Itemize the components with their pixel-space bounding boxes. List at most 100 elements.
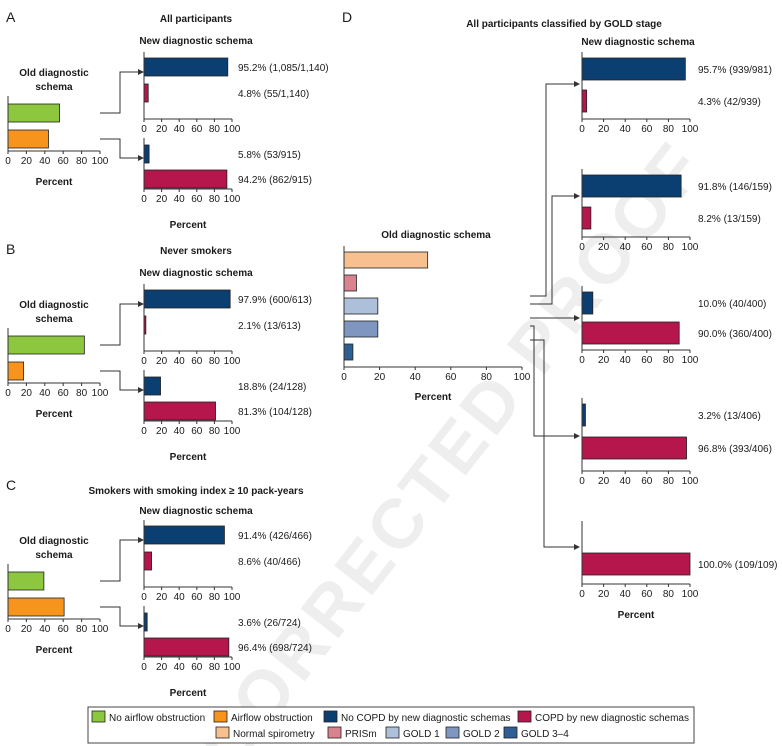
panel-d-new-label-4-no-copd: 3.2% (13/406): [698, 411, 761, 422]
legend-label-gold2: GOLD 2: [463, 729, 500, 740]
panel-c-new-bar-2-copd: [143, 637, 230, 657]
legend-swatch-gold34: [503, 726, 518, 739]
panel-c-connector-2: [100, 606, 138, 627]
panel-d-new-bar-3-copd: [581, 321, 680, 345]
panel-a-connector-2: [100, 138, 138, 159]
panel-d-old-bar-gold2: [343, 320, 379, 338]
panel-c-new2-tick-label: 40: [174, 662, 186, 673]
legend-swatch-copd_new: [517, 710, 532, 723]
panel-c-letter: C: [6, 477, 16, 493]
panel-c-new-label-2-copd: 96.4% (698/724): [238, 643, 312, 654]
panel-a-new2-tick-label: 20: [156, 194, 168, 205]
panel-a-new1-tick-label: 100: [224, 124, 241, 135]
legend-label-no_obstruction: No airflow obstruction: [109, 713, 205, 724]
panel-d-new-label-2-copd: 8.2% (13/159): [698, 214, 761, 225]
panel-b-old-bar-obstruction: [7, 361, 25, 381]
panel-d-new-bar-3-no-copd: [581, 291, 594, 315]
panel-b-new2-tick-label: 60: [191, 426, 203, 437]
panel-a-new1-tick-label: 20: [156, 124, 168, 135]
panel-d-new2-tick-label: 0: [579, 242, 585, 253]
panel-a-old-tick-label: 100: [92, 156, 109, 167]
panel-d-new-bar-4-copd: [581, 436, 687, 460]
panel-c-new-label-1-no-copd: 91.4% (426/466): [238, 531, 312, 542]
panel-d-connector-2: [530, 195, 574, 305]
panel-c-new-bar-1-no-copd: [143, 525, 225, 545]
panel-d-new5-tick-label: 0: [579, 589, 585, 600]
panel-d-new3-tick-label: 80: [663, 355, 675, 366]
panel-c-new1-tick-label: 60: [191, 592, 203, 603]
panel-d-new3-tick-label: 20: [598, 355, 610, 366]
panel-b-new1-tick-label: 40: [174, 356, 186, 367]
panel-b-new1-tick-label: 60: [191, 356, 203, 367]
legend-swatch-no_obstruction: [91, 710, 106, 723]
panel-b-old-schema-title: Old diagnostic: [19, 300, 89, 311]
panel-c-old-tick-label: 20: [21, 624, 33, 635]
panel-a-old-bar-no-obstruction: [7, 103, 60, 123]
panel-d-old-bar-gold34: [343, 343, 354, 361]
panel-a-new-bar-1-copd: [143, 83, 149, 103]
panel-a-new-xlabel: Percent: [170, 220, 207, 231]
panel-d-new-bar-1-no-copd: [581, 57, 686, 81]
panel-b-new1-tick-label: 0: [141, 356, 147, 367]
panel-b-title: Never smokers: [160, 246, 232, 257]
panel-a-new2-tick-label: 80: [209, 194, 221, 205]
panel-b-new-label-2-copd: 81.3% (104/128): [238, 407, 312, 418]
panel-d-new4-tick-label: 60: [641, 476, 653, 487]
panel-b-new2-tick-label: 40: [174, 426, 186, 437]
panel-a-new-bar-1-no-copd: [143, 57, 229, 77]
panel-a-old-xlabel: Percent: [36, 177, 73, 188]
panel-c-old-xlabel: Percent: [36, 645, 73, 656]
panel-d-connector-4: [530, 325, 574, 437]
panel-c-new2-tick-label: 100: [224, 662, 241, 673]
panel-a-new1-tick-label: 80: [209, 124, 221, 135]
panel-d-new2-tick-label: 20: [598, 242, 610, 253]
panel-d-new5-tick-label: 40: [620, 589, 632, 600]
panel-d-old-bar-prism: [343, 274, 357, 292]
legend-swatch-prism: [327, 726, 342, 739]
panel-c-old-schema-title: schema: [35, 550, 73, 561]
panel-b-old-tick-label: 40: [39, 388, 51, 399]
panel-b-arrow-1: [138, 301, 144, 307]
panel-b-new2-tick-label: 20: [156, 426, 168, 437]
panel-d-new-label-2-no-copd: 91.8% (146/159): [698, 182, 772, 193]
panel-c-new1-tick-label: 80: [209, 592, 221, 603]
legend-swatch-gold1: [385, 726, 400, 739]
panel-d-arrow-3: [574, 315, 580, 321]
panel-d-arrow-5: [574, 544, 580, 550]
panel-a-new2-tick-label: 100: [224, 194, 241, 205]
panel-a-old-tick-label: 0: [5, 156, 11, 167]
panel-d-new5-tick-label: 20: [598, 589, 610, 600]
legend-label-airflow_obstruction: Airflow obstruction: [231, 713, 313, 724]
panel-a-new2-tick-label: 40: [174, 194, 186, 205]
panel-d-new4-tick-label: 0: [579, 476, 585, 487]
panel-c-new1-tick-label: 20: [156, 592, 168, 603]
panel-c-old-bar-obstruction: [7, 597, 65, 617]
panel-b-old-tick-label: 20: [21, 388, 33, 399]
panel-d-new1-tick-label: 60: [641, 124, 653, 135]
panel-b-new1-tick-label: 80: [209, 356, 221, 367]
panel-b-new1-tick-label: 20: [156, 356, 168, 367]
panel-a-old-tick-label: 20: [21, 156, 33, 167]
panel-a-new1-tick-label: 60: [191, 124, 203, 135]
panel-b-new-xlabel: Percent: [170, 452, 207, 463]
panel-c-old-tick-label: 40: [39, 624, 51, 635]
legend-label-gold34: GOLD 3–4: [521, 729, 569, 740]
panel-a-new-schema-title: New diagnostic schema: [139, 36, 253, 47]
panel-d-new-label-1-no-copd: 95.7% (939/981): [698, 65, 772, 76]
panel-d-new4-tick-label: 20: [598, 476, 610, 487]
panel-d-new-label-5-copd: 100.0% (109/109): [698, 560, 778, 571]
panel-d-new4-tick-label: 40: [620, 476, 632, 487]
panel-a-new1-tick-label: 0: [141, 124, 147, 135]
panel-b-arrow-2: [138, 387, 144, 393]
panel-d-new2-tick-label: 100: [682, 242, 699, 253]
panel-b-new-bar-1-no-copd: [143, 289, 231, 309]
panel-b-old-tick-label: 100: [92, 388, 109, 399]
panel-c-new1-tick-label: 0: [141, 592, 147, 603]
panel-b-connector-1: [100, 303, 138, 346]
panel-b-letter: B: [6, 241, 15, 257]
panel-b-new1-tick-label: 100: [224, 356, 241, 367]
panel-b-connector-2: [100, 370, 138, 391]
panel-d-arrow-2: [574, 193, 580, 199]
panel-c-old-tick-label: 60: [58, 624, 70, 635]
